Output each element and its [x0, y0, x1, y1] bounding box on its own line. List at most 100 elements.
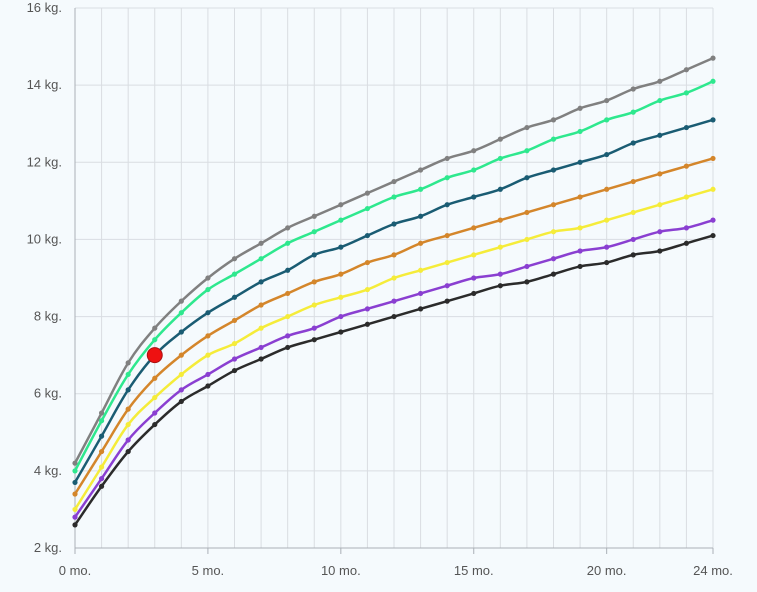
- series-7-point: [125, 448, 131, 455]
- y-tick-label: 6 kg.: [34, 386, 62, 401]
- series-6-point: [311, 325, 317, 331]
- series-4-point: [205, 333, 211, 339]
- series-3-point: [391, 221, 397, 227]
- series-5-point: [125, 421, 131, 428]
- series-4-point: [550, 202, 557, 208]
- series-6-point: [205, 371, 211, 378]
- series-4-point: [285, 290, 291, 297]
- series-3-point: [258, 279, 264, 285]
- series-3-point: [338, 244, 344, 250]
- series-5-point: [98, 464, 105, 470]
- series-1-point: [205, 275, 211, 281]
- series-7-point: [471, 290, 477, 297]
- series-4-point: [178, 352, 184, 358]
- series-7-point: [550, 271, 557, 277]
- series-4-point: [311, 279, 317, 285]
- series-3-point: [683, 124, 690, 131]
- series-2-point: [417, 186, 424, 192]
- series-2-point: [231, 271, 238, 277]
- series-5-point: [417, 267, 424, 273]
- series-3-point: [125, 387, 131, 393]
- series-4-point: [338, 271, 344, 277]
- series-6-point: [497, 271, 503, 277]
- series-3-point: [231, 294, 238, 300]
- series-7-point: [710, 232, 716, 239]
- series-1-point: [471, 148, 477, 154]
- series-5-point: [205, 352, 211, 358]
- series-7-point: [577, 263, 583, 270]
- series-4-point: [577, 194, 583, 200]
- x-tick-label: 10 mo.: [321, 563, 361, 578]
- series-5-point: [657, 202, 663, 208]
- series-7-point: [152, 421, 158, 428]
- series-1-point: [338, 202, 344, 208]
- series-1-point: [604, 97, 610, 104]
- series-7-point: [98, 483, 105, 489]
- series-4-point: [497, 217, 503, 223]
- series-2-point: [497, 155, 503, 162]
- series-7-point: [444, 298, 450, 304]
- series-1-point: [577, 105, 583, 111]
- series-3-point: [630, 140, 636, 146]
- series-4-point: [417, 240, 424, 246]
- series-6-point: [391, 298, 397, 304]
- series-5-point: [258, 325, 264, 331]
- series-1-point: [231, 256, 238, 262]
- series-4-point: [710, 155, 716, 162]
- y-tick-label: 4 kg.: [34, 463, 62, 478]
- series-5-point: [391, 275, 397, 281]
- series-2-point: [364, 205, 371, 212]
- series-4-point: [657, 171, 663, 177]
- y-tick-label: 2 kg.: [34, 540, 62, 555]
- series-5-point: [444, 259, 450, 266]
- series-1-point: [497, 136, 503, 142]
- y-tick-label: 14 kg.: [27, 77, 62, 92]
- series-5-point: [72, 506, 78, 513]
- series-5-point: [285, 313, 291, 320]
- series-1-point: [550, 117, 557, 123]
- series-1-point: [444, 155, 450, 162]
- series-2-point: [577, 128, 583, 135]
- series-7-point: [604, 259, 610, 266]
- series-4-point: [444, 232, 450, 239]
- series-3-point: [72, 479, 78, 486]
- series-6-point: [285, 333, 291, 339]
- series-3-point: [417, 213, 424, 219]
- series-3-point: [657, 132, 663, 138]
- series-6-point: [364, 306, 371, 312]
- series-4-point: [125, 406, 131, 412]
- series-7-point: [285, 344, 291, 351]
- series-5-point: [524, 236, 530, 243]
- series-7-point: [258, 356, 264, 362]
- series-7-point: [683, 240, 690, 246]
- series-2-point: [710, 78, 716, 84]
- y-tick-label: 16 kg.: [27, 0, 62, 15]
- series-5-point: [630, 209, 636, 216]
- series-2-point: [72, 468, 78, 474]
- series-3-point: [524, 175, 530, 181]
- series-2-point: [604, 117, 610, 123]
- series-2-point: [178, 310, 184, 316]
- series-6-point: [710, 217, 716, 223]
- series-7-point: [391, 313, 397, 320]
- series-4-point: [98, 448, 105, 455]
- series-4-point: [683, 163, 690, 169]
- series-6-point: [524, 263, 530, 270]
- series-2-point: [285, 240, 291, 246]
- series-3-point: [497, 186, 503, 192]
- series-2-point: [683, 90, 690, 96]
- series-2-point: [338, 217, 344, 223]
- series-3-point: [550, 167, 557, 173]
- series-2-point: [657, 97, 663, 104]
- series-6-point: [338, 313, 344, 320]
- series-1-point: [683, 67, 690, 73]
- series-5-point: [710, 186, 716, 192]
- series-1-point: [524, 124, 530, 131]
- series-1-point: [630, 86, 636, 92]
- series-4-point: [524, 209, 530, 216]
- series-5-point: [497, 244, 503, 250]
- series-3-point: [311, 252, 317, 258]
- series-6-point: [630, 236, 636, 243]
- series-3-point: [710, 117, 716, 123]
